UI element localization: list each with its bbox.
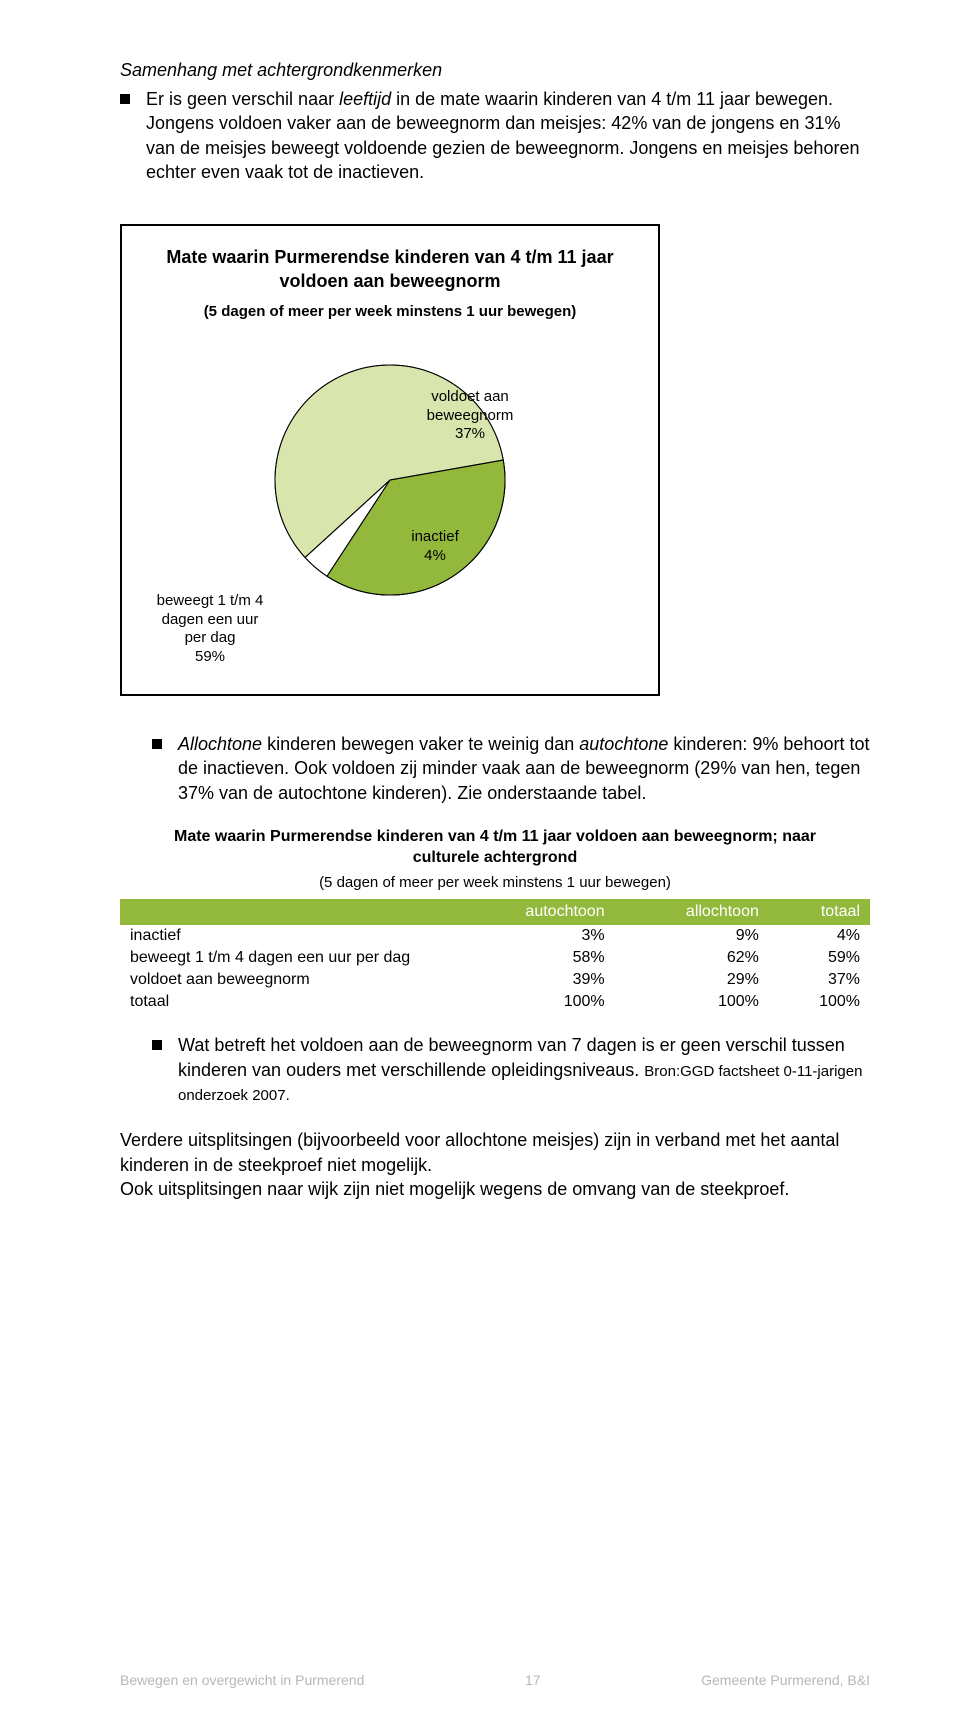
text-run: beweegt 1 t/m 4 xyxy=(157,592,264,609)
table-cell: 58% xyxy=(450,947,615,969)
bullet-text: Wat betreft het voldoen aan de beweegnor… xyxy=(178,1033,870,1106)
table-subtitle: (5 dagen of meer per week minstens 1 uur… xyxy=(120,874,870,891)
bullet-text: Er is geen verschil naar leeftijd in de … xyxy=(146,87,870,184)
text-run: kinderen bewegen vaker te weinig dan xyxy=(262,734,579,754)
table-cell: 4% xyxy=(769,925,870,947)
table-cell: 29% xyxy=(615,969,769,991)
bullet-item: Er is geen verschil naar leeftijd in de … xyxy=(120,87,870,184)
footer-page-number: 17 xyxy=(525,1672,541,1688)
text-run: Mate waarin Purmerendse kinderen van 4 t… xyxy=(166,247,613,267)
table-title: Mate waarin Purmerendse kinderen van 4 t… xyxy=(120,827,870,869)
table-cell: 37% xyxy=(769,969,870,991)
table-row: totaal 100% 100% 100% xyxy=(120,991,870,1013)
table-cell: 59% xyxy=(769,947,870,969)
pie-label-beweegt: beweegt 1 t/m 4 dagen een uur per dag 59… xyxy=(140,592,280,667)
table-header-row: autochtoon allochtoon totaal xyxy=(120,899,870,925)
text-run: 4% xyxy=(424,547,446,564)
bullet-marker xyxy=(152,1040,162,1050)
paragraph: Ook uitsplitsingen naar wijk zijn niet m… xyxy=(120,1177,870,1201)
bullet-marker xyxy=(120,94,130,104)
text-run: Mate waarin Purmerendse kinderen van 4 t… xyxy=(174,828,816,845)
data-table: autochtoon allochtoon totaal inactief 3%… xyxy=(120,899,870,1013)
text-run: Er is geen verschil naar xyxy=(146,89,339,109)
table-row: inactief 3% 9% 4% xyxy=(120,925,870,947)
text-run: beweegnorm xyxy=(427,407,514,424)
bullet-item: Wat betreft het voldoen aan de beweegnor… xyxy=(152,1033,870,1106)
text-run: dagen een uur xyxy=(162,611,259,628)
chart-subtitle: (5 dagen of meer per week minstens 1 uur… xyxy=(140,303,640,320)
text-run: 37% xyxy=(455,425,485,442)
text-italic: Allochtone xyxy=(178,734,262,754)
table-cell: 9% xyxy=(615,925,769,947)
table-cell: 62% xyxy=(615,947,769,969)
text-run: inactief xyxy=(411,528,459,545)
table-cell: beweegt 1 t/m 4 dagen een uur per dag xyxy=(120,947,450,969)
table-header-cell: allochtoon xyxy=(615,899,769,925)
table-row: beweegt 1 t/m 4 dagen een uur per dag 58… xyxy=(120,947,870,969)
paragraph: Verdere uitsplitsingen (bijvoorbeeld voo… xyxy=(120,1128,870,1177)
chart-box: Mate waarin Purmerendse kinderen van 4 t… xyxy=(120,224,660,696)
table-cell: 100% xyxy=(769,991,870,1013)
bullet-text: Allochtone kinderen bewegen vaker te wei… xyxy=(178,732,870,805)
text-italic: autochtone xyxy=(579,734,668,754)
bullet-marker xyxy=(152,739,162,749)
table-header-cell xyxy=(120,899,450,925)
table-cell: 100% xyxy=(450,991,615,1013)
table-cell: 3% xyxy=(450,925,615,947)
footer-left: Bewegen en overgewicht in Purmerend xyxy=(120,1672,364,1688)
text-run: culturele achtergrond xyxy=(413,849,577,866)
footer-right: Gemeente Purmerend, B&I xyxy=(701,1672,870,1688)
table-cell: 100% xyxy=(615,991,769,1013)
table-cell: inactief xyxy=(120,925,450,947)
pie-label-inactief: inactief 4% xyxy=(395,528,475,566)
pie-label-voldoet: voldoet aan beweegnorm 37% xyxy=(410,388,530,444)
text-run: voldoet aan xyxy=(431,388,509,405)
bullet-item: Allochtone kinderen bewegen vaker te wei… xyxy=(152,732,870,805)
table-cell: voldoet aan beweegnorm xyxy=(120,969,450,991)
page-footer: Bewegen en overgewicht in Purmerend 17 G… xyxy=(120,1672,870,1688)
table-cell: totaal xyxy=(120,991,450,1013)
table-row: voldoet aan beweegnorm 39% 29% 37% xyxy=(120,969,870,991)
text-run: voldoen aan beweegnorm xyxy=(279,271,500,291)
section-title: Samenhang met achtergrondkenmerken xyxy=(120,60,870,81)
table-header-cell: totaal xyxy=(769,899,870,925)
text-run: 59% xyxy=(195,648,225,665)
text-italic: leeftijd xyxy=(339,89,391,109)
table-cell: 39% xyxy=(450,969,615,991)
text-run: per dag xyxy=(185,629,236,646)
pie-chart: voldoet aan beweegnorm 37% inactief 4% b… xyxy=(140,340,640,670)
table-header-cell: autochtoon xyxy=(450,899,615,925)
chart-title: Mate waarin Purmerendse kinderen van 4 t… xyxy=(140,246,640,293)
